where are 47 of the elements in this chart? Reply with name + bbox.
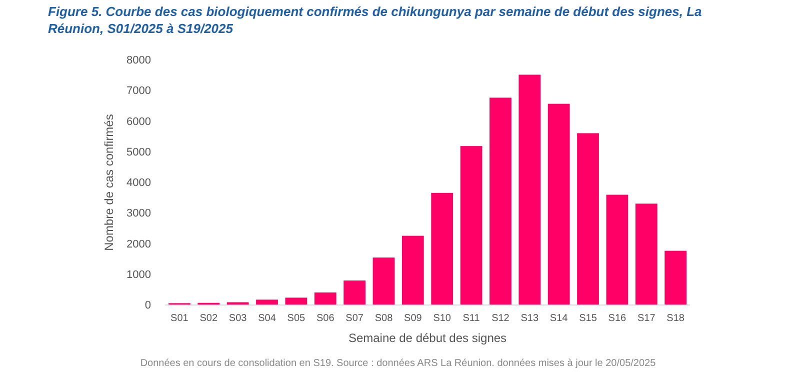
x-axis-title: Semaine de début des signes bbox=[348, 331, 507, 345]
x-tick-label: S09 bbox=[404, 313, 422, 324]
x-tick-label: S10 bbox=[433, 313, 452, 324]
x-tick-label: S11 bbox=[462, 313, 480, 324]
bar bbox=[460, 146, 482, 305]
x-tick-label: S08 bbox=[374, 313, 394, 324]
chart-title: Figure 5. Courbe des cas biologiquement confirmés de chikungunya par semaine de début des signes, La Réunion, S01/2025 à S19/2025 bbox=[48, 4, 702, 36]
y-tick-label: 8000 bbox=[126, 54, 151, 67]
x-tick-label: S17 bbox=[637, 313, 656, 324]
bar bbox=[518, 74, 541, 305]
y-axis-title: Nombre de cas confirmés bbox=[102, 114, 116, 251]
x-tick-label: S05 bbox=[287, 313, 306, 324]
x-tick-label: S04 bbox=[258, 313, 276, 324]
bar bbox=[431, 192, 454, 305]
y-tick-label: 2000 bbox=[126, 238, 151, 250]
x-tick-label: S18 bbox=[666, 313, 685, 324]
y-tick-label: 5000 bbox=[126, 146, 151, 158]
bar bbox=[314, 292, 336, 305]
x-tick-label: S12 bbox=[492, 313, 510, 324]
bar bbox=[635, 204, 658, 305]
y-tick-label: 3000 bbox=[126, 208, 151, 220]
bar bbox=[402, 236, 424, 305]
x-tick-label: S14 bbox=[550, 313, 568, 324]
bar bbox=[226, 302, 249, 305]
x-tick-label: S15 bbox=[579, 313, 598, 324]
bar bbox=[490, 98, 512, 305]
y-tick-label: 0 bbox=[144, 300, 151, 312]
bar bbox=[256, 300, 278, 305]
x-tick-label: S01 bbox=[170, 313, 189, 324]
x-tick-label: S02 bbox=[200, 313, 218, 324]
bar bbox=[285, 298, 308, 305]
x-tick-label: S13 bbox=[520, 313, 539, 324]
bar bbox=[372, 258, 395, 305]
y-tick-label: 4000 bbox=[126, 177, 151, 190]
x-tick-label: S16 bbox=[608, 313, 627, 324]
x-tick-label: S07 bbox=[346, 313, 364, 324]
y-tick-label: 6000 bbox=[126, 116, 151, 128]
x-tick-label: S03 bbox=[228, 313, 248, 324]
text: Données en cours de consolidation en S19. Source : données ARS La Réunion. données mises à jour le 20/05/2025 bbox=[140, 358, 656, 369]
bar bbox=[548, 104, 570, 305]
x-tick-label: S06 bbox=[316, 313, 335, 324]
bar bbox=[344, 280, 366, 305]
y-tick-label: 1000 bbox=[126, 268, 151, 281]
bar bbox=[606, 194, 628, 305]
y-tick-label: 7000 bbox=[126, 85, 151, 98]
bar bbox=[577, 133, 599, 305]
bar bbox=[664, 250, 686, 305]
